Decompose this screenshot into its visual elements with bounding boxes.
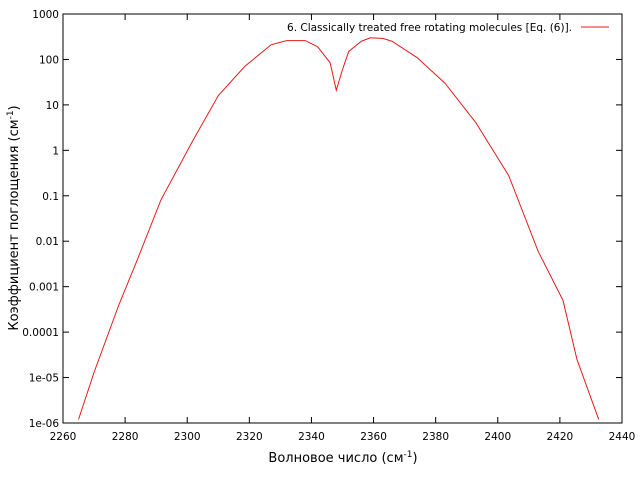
x-tick-label: 2360	[360, 431, 387, 443]
y-tick-label: 10	[46, 100, 59, 112]
x-tick-label: 2280	[112, 431, 139, 443]
y-tick-label: 0.01	[36, 236, 59, 248]
y-tick-label: 1e-06	[29, 418, 60, 430]
series-layer	[78, 37, 600, 420]
x-axis: 2260 2280 2300 2320 2340 2360 2380 2400 2420 2440	[50, 14, 636, 443]
y-axis-label: Коэффициент поглощения (см-1)	[6, 105, 22, 330]
x-tick-label: 2300	[174, 431, 201, 443]
legend: 6. Classically treated free rotating mol…	[287, 22, 609, 34]
series-line	[78, 37, 600, 420]
y-tick-label: 100	[39, 54, 59, 66]
legend-label: 6. Classically treated free rotating mol…	[287, 22, 572, 34]
y-tick-label: 0.1	[42, 191, 59, 203]
x-tick-label: 2420	[547, 431, 574, 443]
y-axis: 1e-06 1e-05 0.0001 0.001 0.01 0.1 1 10 100 1000	[22, 9, 622, 430]
y-tick-label: 0.0001	[22, 327, 59, 339]
y-tick-label: 1e-05	[29, 373, 59, 385]
x-axis-label: Волновое число (см-1)	[268, 450, 417, 466]
y-tick-label: 1	[52, 145, 59, 157]
x-tick-label: 2340	[298, 431, 325, 443]
plot-area: 2260 2280 2300 2320 2340 2360 2380 2400 2420 2440…	[22, 9, 635, 443]
x-tick-label: 2400	[484, 431, 511, 443]
plot-frame	[62, 13, 623, 424]
x-tick-label: 2320	[236, 431, 263, 443]
y-tick-label: 0.001	[29, 282, 59, 294]
x-tick-label: 2440	[609, 431, 636, 443]
x-tick-label: 2380	[422, 431, 449, 443]
y-tick-label: 1000	[32, 9, 59, 21]
x-tick-label: 2260	[50, 431, 77, 443]
